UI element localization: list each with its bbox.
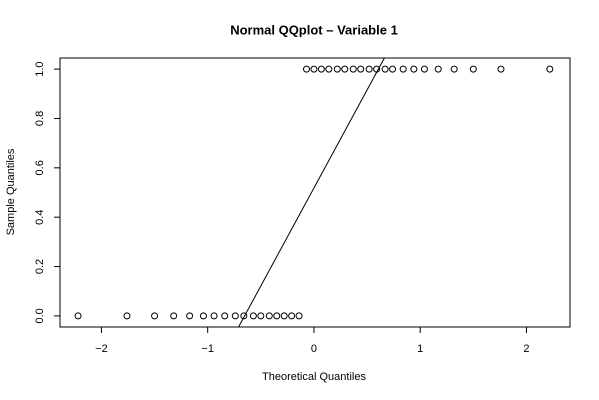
point (333, 65, 341, 73)
y-tick-label: 0.0 (34, 308, 46, 323)
point (325, 65, 333, 73)
x-tick-label: −2 (95, 343, 108, 355)
y-axis-label: Sample Quantiles (5, 148, 17, 235)
point (310, 65, 318, 73)
point (170, 312, 178, 320)
point (240, 312, 248, 320)
point (249, 312, 257, 320)
plot-area (74, 58, 554, 327)
x-tick-label: 0 (311, 343, 317, 355)
point (280, 312, 288, 320)
point (497, 65, 505, 73)
point (221, 312, 229, 320)
point (389, 65, 397, 73)
x-tick-label: 1 (417, 343, 423, 355)
point (365, 65, 373, 73)
point (357, 65, 365, 73)
point (450, 65, 458, 73)
point (257, 312, 265, 320)
chart-title: Normal QQplot – Variable 1 (230, 22, 398, 37)
point (399, 65, 407, 73)
point (546, 65, 554, 73)
point (288, 312, 296, 320)
x-tick-label: 2 (523, 343, 529, 355)
point (410, 65, 418, 73)
point (295, 312, 303, 320)
point (151, 312, 159, 320)
point (210, 312, 218, 320)
point (74, 312, 82, 320)
point (199, 312, 207, 320)
x-tick-label: −1 (201, 343, 214, 355)
point (303, 65, 310, 73)
y-tick-label: 0.8 (34, 111, 46, 126)
x-axis-label: Theoretical Quantiles (262, 371, 366, 383)
point (186, 312, 194, 320)
point (381, 65, 389, 73)
point (273, 312, 281, 320)
point (420, 65, 428, 73)
point (123, 312, 131, 320)
point (265, 312, 273, 320)
point (317, 65, 325, 73)
point (231, 312, 239, 320)
y-tick-label: 0.6 (34, 160, 46, 175)
point (469, 65, 477, 73)
point (341, 65, 349, 73)
y-tick-label: 0.4 (34, 210, 46, 225)
y-tick-label: 1.0 (34, 61, 46, 76)
point (349, 65, 357, 73)
y-tick-label: 0.2 (34, 259, 46, 274)
qq-line (237, 58, 385, 327)
point (434, 65, 442, 73)
